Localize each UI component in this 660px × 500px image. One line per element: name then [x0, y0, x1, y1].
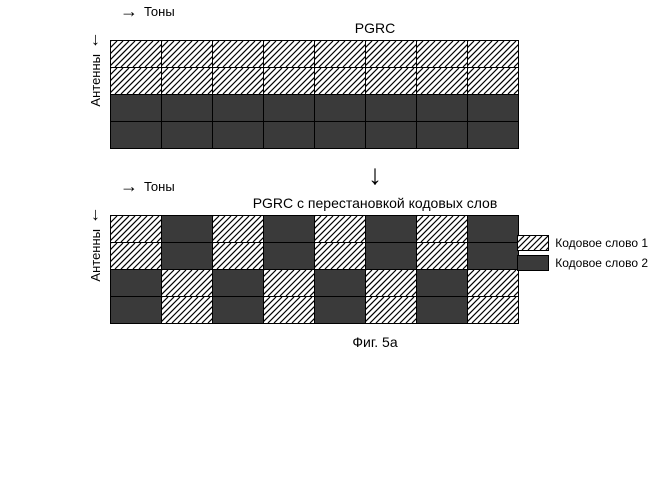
grid-cell	[213, 216, 264, 243]
grid-cell	[468, 243, 519, 270]
grid-cell	[417, 297, 468, 324]
grid-cell	[162, 41, 213, 68]
grid-cell	[111, 122, 162, 149]
grid-cell	[213, 270, 264, 297]
grid-cell	[213, 297, 264, 324]
legend-swatch-hatched	[517, 235, 549, 251]
grid-cell	[162, 68, 213, 95]
grid-cell	[366, 297, 417, 324]
grid-cell	[111, 41, 162, 68]
grid-cell	[468, 297, 519, 324]
grid-cell	[111, 68, 162, 95]
bottom-grid-title: PGRC с перестановкой кодовых слов	[110, 195, 640, 211]
grid-cell	[366, 95, 417, 122]
grid-cell	[162, 95, 213, 122]
top-grid-title: PGRC	[110, 20, 640, 36]
grid-cell	[264, 297, 315, 324]
grid-cell	[213, 95, 264, 122]
grid-cell	[315, 68, 366, 95]
grid-cell	[162, 216, 213, 243]
bottom-y-axis: ↓ Антенны	[88, 205, 103, 282]
grid-cell	[264, 41, 315, 68]
grid-cell	[111, 297, 162, 324]
legend-label: Кодовое слово 1	[555, 236, 648, 250]
legend-label: Кодовое слово 2	[555, 256, 648, 270]
grid-cell	[264, 68, 315, 95]
grid-cell	[213, 122, 264, 149]
legend: Кодовое слово 1 Кодовое слово 2	[517, 235, 648, 275]
grid-cell	[111, 216, 162, 243]
top-y-axis: ↓ Антенны	[88, 30, 103, 107]
figure-caption: Фиг. 5a	[110, 334, 640, 350]
grid-cell	[264, 122, 315, 149]
grid-cell	[417, 122, 468, 149]
grid-cell	[111, 95, 162, 122]
bottom-y-axis-label: Антенны	[88, 229, 103, 282]
grid-cell	[468, 216, 519, 243]
grid-cell	[315, 122, 366, 149]
grid-cell	[366, 270, 417, 297]
grid-cell	[315, 41, 366, 68]
bottom-x-axis-label: Тоны	[144, 179, 175, 194]
top-x-axis-label: Тоны	[144, 4, 175, 19]
grid-cell	[468, 122, 519, 149]
bottom-x-axis: → Тоны	[120, 177, 175, 195]
top-grid	[110, 40, 519, 149]
grid-cell	[111, 270, 162, 297]
top-grid-block: PGRC → Тоны ↓ Антенны	[110, 20, 640, 149]
grid-cell	[315, 95, 366, 122]
legend-swatch-solid	[517, 255, 549, 271]
grid-cell	[366, 68, 417, 95]
grid-cell	[264, 243, 315, 270]
grid-cell	[162, 243, 213, 270]
grid-cell	[366, 216, 417, 243]
grid-cell	[264, 95, 315, 122]
grid-cell	[213, 68, 264, 95]
grid-cell	[468, 41, 519, 68]
grid-cell	[366, 41, 417, 68]
grid-cell	[315, 297, 366, 324]
transform-arrow-icon: ↓	[110, 159, 640, 191]
grid-cell	[315, 216, 366, 243]
top-x-axis: → Тоны	[120, 2, 175, 20]
grid-cell	[417, 41, 468, 68]
arrow-right-icon: →	[120, 2, 138, 20]
grid-cell	[162, 297, 213, 324]
grid-cell	[315, 243, 366, 270]
grid-cell	[417, 216, 468, 243]
arrow-down-icon: ↓	[91, 205, 100, 223]
grid-cell	[111, 243, 162, 270]
grid-cell	[366, 243, 417, 270]
grid-cell	[417, 270, 468, 297]
grid-cell	[162, 122, 213, 149]
arrow-down-icon: ↓	[91, 30, 100, 48]
grid-cell	[264, 216, 315, 243]
top-y-axis-label: Антенны	[88, 54, 103, 107]
legend-row: Кодовое слово 2	[517, 255, 648, 271]
grid-cell	[417, 243, 468, 270]
grid-cell	[315, 270, 366, 297]
grid-cell	[213, 41, 264, 68]
grid-cell	[468, 95, 519, 122]
grid-cell	[417, 95, 468, 122]
bottom-grid	[110, 215, 519, 324]
grid-cell	[468, 68, 519, 95]
grid-cell	[264, 270, 315, 297]
grid-cell	[366, 122, 417, 149]
arrow-right-icon: →	[120, 177, 138, 195]
grid-cell	[417, 68, 468, 95]
grid-cell	[213, 243, 264, 270]
legend-row: Кодовое слово 1	[517, 235, 648, 251]
grid-cell	[162, 270, 213, 297]
grid-cell	[468, 270, 519, 297]
